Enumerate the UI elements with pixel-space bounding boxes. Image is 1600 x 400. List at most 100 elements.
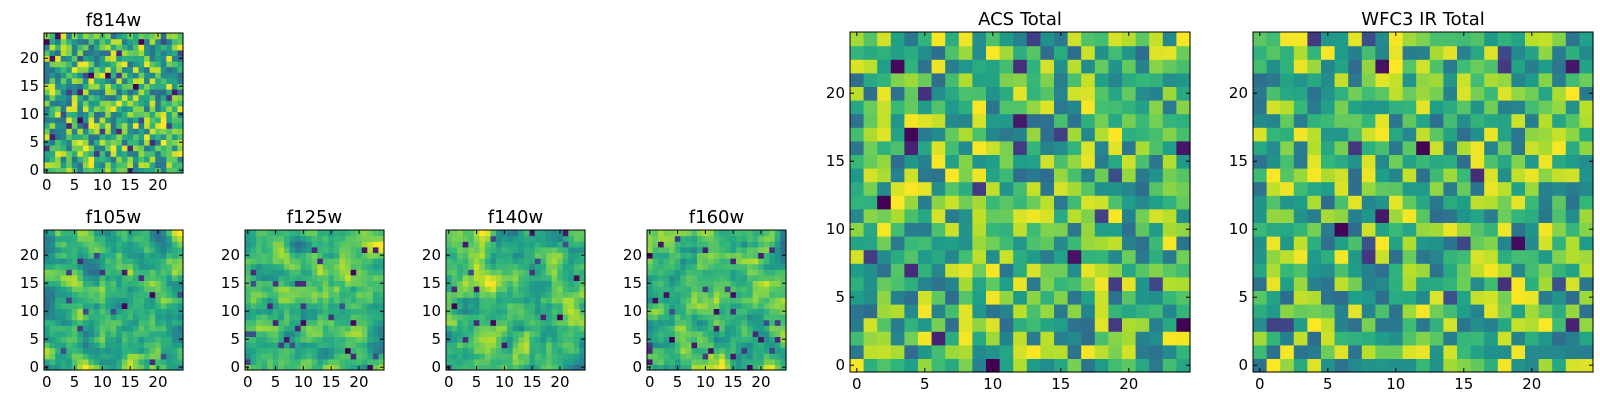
heatmap-cell	[138, 38, 145, 45]
heatmap-cell	[1176, 181, 1191, 196]
heatmap-cell	[986, 263, 1001, 278]
heatmap-cell	[647, 314, 654, 321]
heatmap-cell	[322, 308, 329, 315]
heatmap-cell	[507, 286, 514, 293]
heatmap-cell	[523, 342, 530, 349]
heatmap-cell	[44, 325, 51, 332]
heatmap-cell	[573, 286, 581, 293]
heatmap-cell	[523, 302, 530, 309]
heatmap-cell	[702, 263, 709, 270]
heatmap-cell	[272, 297, 279, 304]
heatmap-cell	[986, 181, 1001, 196]
heatmap-cell	[177, 122, 184, 129]
heatmap-cell	[345, 358, 352, 365]
heatmap-cell	[132, 358, 140, 365]
heatmap-cell	[484, 314, 492, 321]
heatmap-cell	[283, 252, 291, 259]
heatmap-cell	[345, 302, 352, 309]
heatmap-cell	[702, 347, 709, 354]
heatmap-cell	[110, 269, 117, 276]
heatmap-cell	[82, 325, 90, 332]
heatmap-cell	[82, 145, 90, 152]
heatmap-cell	[333, 364, 341, 371]
heatmap-cell	[1013, 208, 1028, 223]
y-tick-label: 10	[422, 302, 441, 320]
heatmap-cell	[166, 269, 173, 276]
heatmap-cell	[110, 280, 117, 287]
heatmap-cell	[697, 274, 704, 281]
heatmap-cell	[890, 331, 905, 346]
heatmap-cell	[1081, 113, 1096, 128]
heatmap-cell	[1293, 358, 1308, 373]
heatmap-cell	[1457, 344, 1472, 359]
heatmap-cell	[741, 263, 748, 270]
heatmap-cell	[272, 319, 279, 326]
heatmap-cell	[1026, 168, 1041, 183]
heatmap-cell	[250, 280, 257, 287]
heatmap-cell	[708, 269, 715, 276]
heatmap-cell	[82, 347, 90, 354]
heatmap-cell	[116, 314, 123, 321]
heatmap-cell	[1122, 236, 1137, 251]
heatmap-cell	[904, 32, 919, 47]
heatmap-cell	[367, 336, 374, 343]
heatmap-cell	[685, 358, 693, 365]
heatmap-cell	[972, 154, 987, 169]
heatmap-cell	[501, 286, 508, 293]
heatmap-cell	[116, 336, 123, 343]
heatmap-cell	[1416, 127, 1431, 142]
heatmap-cell	[1402, 113, 1417, 128]
heatmap-cell	[702, 235, 709, 242]
heatmap-cell	[1361, 317, 1376, 332]
heatmap-cell	[1026, 208, 1041, 223]
heatmap-cell	[55, 117, 62, 124]
heatmap-cell	[350, 325, 357, 332]
heatmap-cell	[1040, 304, 1055, 319]
heatmap-cell	[758, 330, 765, 337]
heatmap-cell	[127, 77, 134, 84]
heatmap-cell	[333, 241, 341, 248]
heatmap-cell	[918, 168, 933, 183]
heatmap-cell	[1293, 290, 1308, 305]
heatmap-cell	[691, 258, 698, 265]
heatmap-cell	[55, 94, 62, 101]
heatmap-cell	[60, 139, 67, 146]
heatmap-cell	[49, 358, 56, 365]
heatmap-cell	[350, 280, 357, 287]
heatmap-cell	[652, 342, 659, 349]
heatmap-cell	[317, 258, 324, 265]
heatmap-cell	[1067, 304, 1082, 319]
heatmap-cell	[1162, 45, 1177, 60]
heatmap-cell	[94, 66, 101, 73]
heatmap-cell	[322, 241, 329, 248]
heatmap-cell	[702, 314, 709, 321]
heatmap-cell	[1497, 45, 1512, 60]
heatmap-cell	[1266, 317, 1281, 332]
heatmap-cell	[317, 280, 324, 287]
heatmap-cell	[66, 49, 73, 56]
heatmap-cell	[1389, 113, 1404, 128]
heatmap-cell	[1538, 331, 1553, 346]
heatmap-cell	[322, 230, 329, 237]
heatmap-cell	[741, 325, 748, 332]
heatmap-cell	[468, 274, 475, 281]
heatmap-cell	[451, 286, 458, 293]
heatmap-cell	[149, 83, 156, 90]
heatmap-cell	[1253, 168, 1268, 183]
heatmap-cell	[245, 358, 252, 365]
heatmap-cell	[697, 252, 704, 259]
heatmap-cell	[1135, 113, 1150, 128]
heatmap-cell	[88, 128, 95, 135]
heatmap-cell	[680, 263, 687, 270]
heatmap-cell	[1511, 304, 1526, 319]
heatmap-cell	[66, 145, 73, 152]
heatmap-cell	[350, 308, 357, 315]
heatmap-cell	[1389, 100, 1404, 115]
heatmap-cell	[177, 230, 184, 237]
heatmap-cell	[518, 330, 525, 337]
heatmap-cell	[1149, 317, 1164, 332]
x-tick-label: 5	[673, 373, 683, 391]
heatmap-cell	[60, 241, 67, 248]
heatmap-cell	[1149, 331, 1164, 346]
heatmap-cell	[322, 246, 329, 253]
